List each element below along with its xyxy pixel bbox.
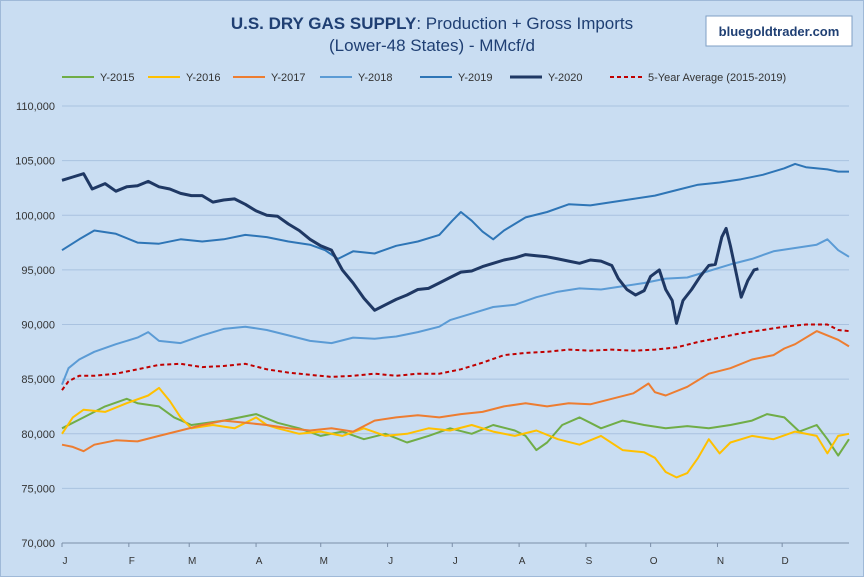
- x-tick-label: N: [717, 556, 724, 567]
- legend-label-6: 5-Year Average (2015-2019): [648, 72, 786, 84]
- series-line-1: [61, 386, 850, 479]
- y-tick-label: 85,000: [21, 374, 55, 386]
- legend-label-3: Y-2018: [358, 72, 392, 84]
- series-line-6: [61, 323, 850, 391]
- y-tick-label: 100,000: [15, 210, 55, 222]
- legend: Y-2015 Y-2016 Y-2017 Y-2018 Y-2019 Y-2020 5-Ye…: [62, 72, 786, 84]
- chart-subtitle: (Lower-48 States) - MMcf/d: [329, 36, 535, 55]
- series-line-2: [61, 330, 850, 453]
- brand-box: [705, 15, 853, 47]
- legend-label-2: Y-2017: [271, 72, 305, 84]
- y-axis: 70,000 75,000 80,000 85,000 90,000 95,000 100,…: [15, 101, 55, 550]
- legend-label-5: Y-2020: [548, 72, 582, 84]
- x-tick-label: M: [188, 556, 196, 567]
- legend-label-1: Y-2016: [186, 72, 220, 84]
- x-tick-label: M: [320, 556, 328, 567]
- legend-label-4: Y-2019: [458, 72, 492, 84]
- x-tick-label: A: [519, 556, 526, 567]
- x-tick-label: J: [453, 556, 458, 567]
- x-tick-label: F: [129, 556, 135, 567]
- series-line-5: [61, 172, 759, 325]
- brand-label: bluegoldtrader.com: [719, 24, 840, 39]
- legend-label-0: Y-2015: [100, 72, 134, 84]
- y-tick-label: 75,000: [21, 483, 55, 495]
- y-tick-label: 110,000: [16, 101, 55, 113]
- y-tick-label: 90,000: [21, 320, 55, 332]
- y-tick-label: 80,000: [21, 429, 55, 441]
- plot-area: [61, 162, 850, 479]
- x-tick-label: S: [586, 556, 593, 567]
- y-tick-label: 105,000: [15, 156, 55, 168]
- y-tick-label: 95,000: [21, 265, 55, 277]
- x-tick-label: O: [650, 556, 658, 567]
- y-tick-label: 70,000: [21, 538, 55, 550]
- x-tick-label: D: [782, 556, 789, 567]
- chart-title-rest: : Production + Gross Imports: [416, 14, 633, 33]
- chart-title: U.S. DRY GAS SUPPLY: Production + Gross …: [231, 14, 633, 33]
- x-tick-label: J: [388, 556, 393, 567]
- series-line-0: [61, 397, 850, 457]
- chart-title-bold: U.S. DRY GAS SUPPLY: [231, 14, 417, 33]
- x-tick-label: A: [256, 556, 263, 567]
- x-tick-label: J: [63, 556, 68, 567]
- series-line-4: [61, 162, 849, 260]
